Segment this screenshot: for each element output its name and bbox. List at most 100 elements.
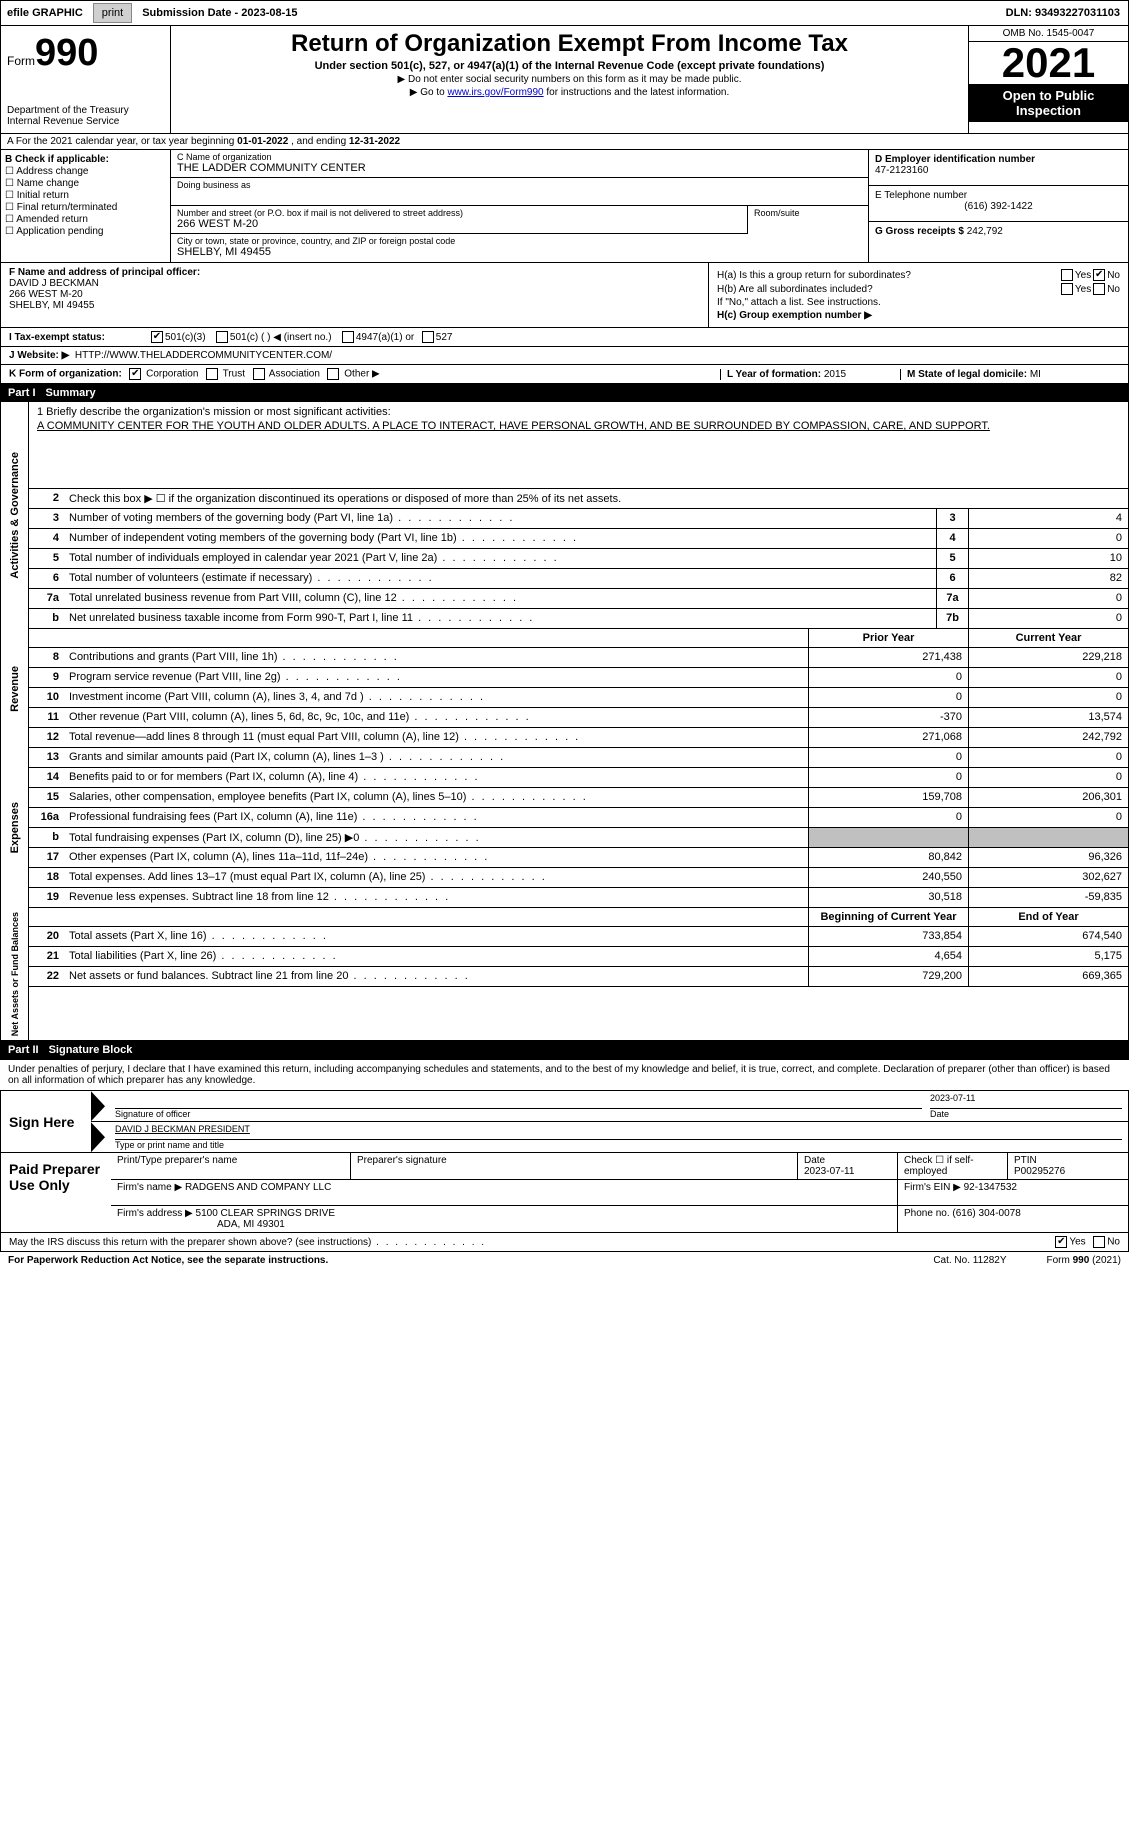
part-2-title: Signature Block (49, 1044, 133, 1056)
firm-phone: (616) 304-0078 (952, 1208, 1020, 1219)
chk-final-return[interactable]: ☐ Final return/terminated (5, 202, 166, 213)
line-2: 2 Check this box ▶ ☐ if the organization… (29, 489, 1128, 509)
chk-label: Name change (17, 178, 79, 189)
chk-application-pending[interactable]: ☐ Application pending (5, 226, 166, 237)
opt-corp: Corporation (146, 369, 198, 380)
line-16a: 16aProfessional fundraising fees (Part I… (29, 808, 1128, 828)
opt-trust: Trust (223, 369, 245, 380)
chk-label: Address change (16, 166, 88, 177)
discuss-yes-checkbox[interactable] (1055, 1236, 1067, 1248)
k-right: M State of legal domicile: MI (900, 369, 1120, 380)
chk-association[interactable] (253, 368, 265, 380)
street-value: 266 WEST M-20 (177, 218, 741, 230)
street-label: Number and street (or P.O. box if mail i… (177, 208, 741, 218)
part-2-no: Part II (8, 1044, 49, 1056)
firm-ein-cell: Firm's EIN ▶ 92-1347532 (898, 1180, 1128, 1205)
ptin-cell: PTINP00295276 (1008, 1153, 1128, 1179)
chk-label: Final return/terminated (17, 202, 118, 213)
line-14: 14Benefits paid to or for members (Part … (29, 768, 1128, 788)
no-label: No (1107, 270, 1120, 281)
discuss-row: May the IRS discuss this return with the… (0, 1233, 1129, 1252)
self-employed-chk: Check ☐ if self-employed (898, 1153, 1008, 1179)
chk-4947[interactable] (342, 331, 354, 343)
chk-501c3[interactable] (151, 331, 163, 343)
paid-preparer-block: Paid Preparer Use Only Print/Type prepar… (0, 1153, 1129, 1233)
form-number: Form990 (7, 32, 164, 75)
chk-corporation[interactable] (129, 368, 141, 380)
hc-label: H(c) Group exemption number ▶ (717, 310, 872, 321)
discuss-no-checkbox[interactable] (1093, 1236, 1105, 1248)
line-12: 12Total revenue—add lines 8 through 11 (… (29, 728, 1128, 748)
chk-label: Amended return (16, 214, 88, 225)
sig-date: 2023-07-11 (930, 1093, 1122, 1109)
net-assets-body: Beginning of Current Year End of Year 20… (29, 908, 1128, 1040)
mission-text: A COMMUNITY CENTER FOR THE YOUTH AND OLD… (37, 420, 1120, 434)
form-subtitle: Under section 501(c), 527, or 4947(a)(1)… (181, 60, 958, 72)
firm-name-cell: Firm's name ▶ RADGENS AND COMPANY LLC (111, 1180, 898, 1205)
net-col-hdr: Beginning of Current Year End of Year (29, 908, 1128, 927)
firm-ein-label: Firm's EIN ▶ (904, 1182, 961, 1193)
firm-addr-cell: Firm's address ▶ 5100 CLEAR SPRINGS DRIV… (111, 1206, 898, 1232)
chk-other[interactable] (327, 368, 339, 380)
end-year-hdr: End of Year (968, 908, 1128, 926)
pra-notice: For Paperwork Reduction Act Notice, see … (8, 1255, 328, 1266)
sig-date-label: Date (930, 1109, 949, 1119)
opt-527: 527 (436, 332, 453, 343)
sig-row-2: DAVID J BECKMAN PRESIDENT Type or print … (91, 1122, 1128, 1152)
opt-501c: 501(c) ( ) ◀ (insert no.) (230, 332, 332, 343)
room-label: Room/suite (754, 208, 862, 218)
hb-label: H(b) Are all subordinates included? (717, 284, 1059, 295)
gross-label: G Gross receipts $ (875, 226, 964, 237)
chk-name-change[interactable]: ☐ Name change (5, 178, 166, 189)
sig-name: DAVID J BECKMAN PRESIDENT (115, 1124, 1122, 1140)
hb-no-checkbox[interactable] (1093, 283, 1105, 295)
chk-amended-return[interactable]: ☐ Amended return (5, 214, 166, 225)
governance-label: Activities & Governance (7, 448, 23, 583)
expenses-block: Expenses 13Grants and similar amounts pa… (0, 748, 1129, 908)
row-i-tax-status: I Tax-exempt status: 501(c)(3) 501(c) ( … (0, 328, 1129, 347)
firm-phone-label: Phone no. (904, 1208, 950, 1219)
mission-blank-3 (37, 468, 1120, 482)
mission-section: 1 Briefly describe the organization's mi… (29, 402, 1128, 489)
irs-link[interactable]: www.irs.gov/Form990 (447, 87, 543, 98)
col-b-header: B Check if applicable: (5, 154, 109, 165)
yes-label: Yes (1075, 270, 1091, 281)
firm-addr1: 5100 CLEAR SPRINGS DRIVE (196, 1208, 336, 1219)
bottom-line: For Paperwork Reduction Act Notice, see … (0, 1252, 1129, 1269)
ein-field: D Employer identification number 47-2123… (869, 150, 1128, 186)
yes-label: Yes (1069, 1237, 1085, 1248)
penalty-text: Under penalties of perjury, I declare th… (0, 1059, 1129, 1090)
prior-year-hdr: Prior Year (808, 629, 968, 647)
row-a-tax-year: A For the 2021 calendar year, or tax yea… (0, 134, 1129, 150)
ha-yes-checkbox[interactable] (1061, 269, 1073, 281)
ptin-value: P00295276 (1014, 1166, 1065, 1177)
officer-name: DAVID J BECKMAN (9, 278, 99, 289)
hb-yes-checkbox[interactable] (1061, 283, 1073, 295)
officer-addr2: SHELBY, MI 49455 (9, 300, 94, 311)
tax-year-end: 12-31-2022 (349, 136, 400, 147)
mission-blank-1 (37, 436, 1120, 450)
chk-527[interactable] (422, 331, 434, 343)
chk-initial-return[interactable]: ☐ Initial return (5, 190, 166, 201)
net-assets-block: Net Assets or Fund Balances Beginning of… (0, 908, 1129, 1041)
line-b: bNet unrelated business taxable income f… (29, 609, 1128, 629)
chk-address-change[interactable]: ☐ Address change (5, 166, 166, 177)
opt-other: Other ▶ (344, 369, 379, 380)
form-990-num: 990 (35, 32, 98, 74)
hc-row: H(c) Group exemption number ▶ (717, 310, 1120, 321)
dept-treasury: Department of the Treasury Internal Reve… (7, 105, 164, 127)
officer-addr1: 266 WEST M-20 (9, 289, 83, 300)
mission-blank-2 (37, 452, 1120, 466)
org-name: THE LADDER COMMUNITY CENTER (177, 162, 862, 174)
ha-no-checkbox[interactable] (1093, 269, 1105, 281)
paid-preparer-fields: Print/Type preparer's name Preparer's si… (111, 1153, 1128, 1232)
chk-501c[interactable] (216, 331, 228, 343)
firm-name-label: Firm's name ▶ (117, 1182, 182, 1193)
print-button[interactable]: print (93, 3, 132, 23)
part-1-no: Part I (8, 387, 46, 399)
org-name-field: C Name of organization THE LADDER COMMUN… (171, 150, 868, 178)
ha-label: H(a) Is this a group return for subordin… (717, 270, 1059, 281)
line-9: 9Program service revenue (Part VIII, lin… (29, 668, 1128, 688)
chk-trust[interactable] (206, 368, 218, 380)
mission-label: 1 Briefly describe the organization's mi… (37, 406, 1120, 418)
